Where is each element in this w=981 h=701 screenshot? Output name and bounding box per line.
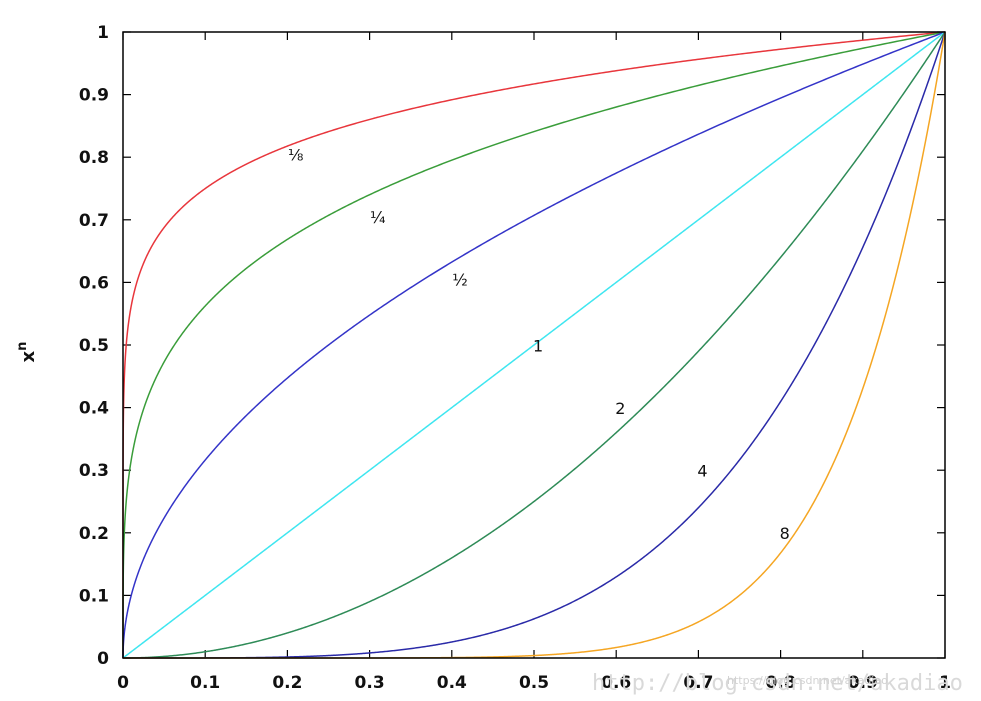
series-line-1 [122, 31, 946, 659]
curve-label-1: 1 [533, 336, 543, 355]
series-line-2 [123, 31, 946, 659]
x-tick-label: 0.1 [190, 673, 220, 693]
series-line-1-8 [122, 31, 946, 658]
plot-frame [122, 31, 946, 659]
curve-label-2: 2 [615, 399, 625, 418]
x-tick-label: 0.6 [601, 673, 631, 693]
x-tick-label: 0.9 [848, 673, 878, 693]
y-tick-label: 0.9 [79, 86, 109, 106]
y-tick-label: 0 [97, 649, 109, 669]
series-group [122, 31, 946, 659]
watermark-url: http://blog.csdn.net/akadiao [592, 671, 963, 696]
curve-label-1-4: ¼ [370, 208, 386, 227]
svg-text:xn: xn [15, 342, 39, 363]
watermark-url-small: https://blog.csdn.net/akadiao [727, 674, 888, 687]
y-axis-title: xn [15, 342, 39, 363]
x-tick-label: 0.8 [766, 673, 796, 693]
x-tick-label: 0.3 [355, 673, 385, 693]
y-tick-label: 0.3 [79, 461, 109, 481]
y-tick-label: 0.6 [79, 273, 109, 293]
y-tick-label: 1 [97, 23, 109, 43]
y-tick-label: 0.4 [79, 399, 109, 419]
curve-label-1-8: ⅛ [288, 145, 304, 164]
y-tick-labels: 0 0.1 0.2 0.3 0.4 0.5 0.6 0.7 0.8 0.9 1 [79, 23, 109, 669]
x-tick-labels: 0 0.1 0.2 0.3 0.4 0.5 0.6 0.7 0.8 0.9 1 [117, 673, 951, 693]
curve-labels: ⅛ ¼ ½ 1 2 4 8 [288, 145, 790, 543]
series-line-1-4 [122, 31, 946, 658]
curve-label-1-2: ½ [452, 271, 468, 290]
x-tick-label: 0.5 [519, 673, 549, 693]
y-axis-title-base: x [18, 350, 39, 362]
curve-label-4: 4 [697, 461, 707, 480]
y-tick-label: 0.2 [79, 524, 109, 544]
x-tick-label: 0.2 [272, 673, 302, 693]
x-tick-label: 0.4 [437, 673, 467, 693]
x-tick-label: 0 [117, 673, 129, 693]
y-tick-label: 0.5 [79, 336, 109, 356]
x-tick-label: 1 [939, 673, 951, 693]
y-tick-label: 0.8 [79, 148, 109, 168]
series-line-1-2 [122, 31, 946, 659]
x-tick-label: 0.7 [683, 673, 713, 693]
y-axis-title-exponent: n [15, 342, 30, 351]
curve-label-8: 8 [780, 524, 790, 543]
y-tick-label: 0.1 [79, 586, 109, 606]
y-tick-label: 0.7 [79, 211, 109, 231]
